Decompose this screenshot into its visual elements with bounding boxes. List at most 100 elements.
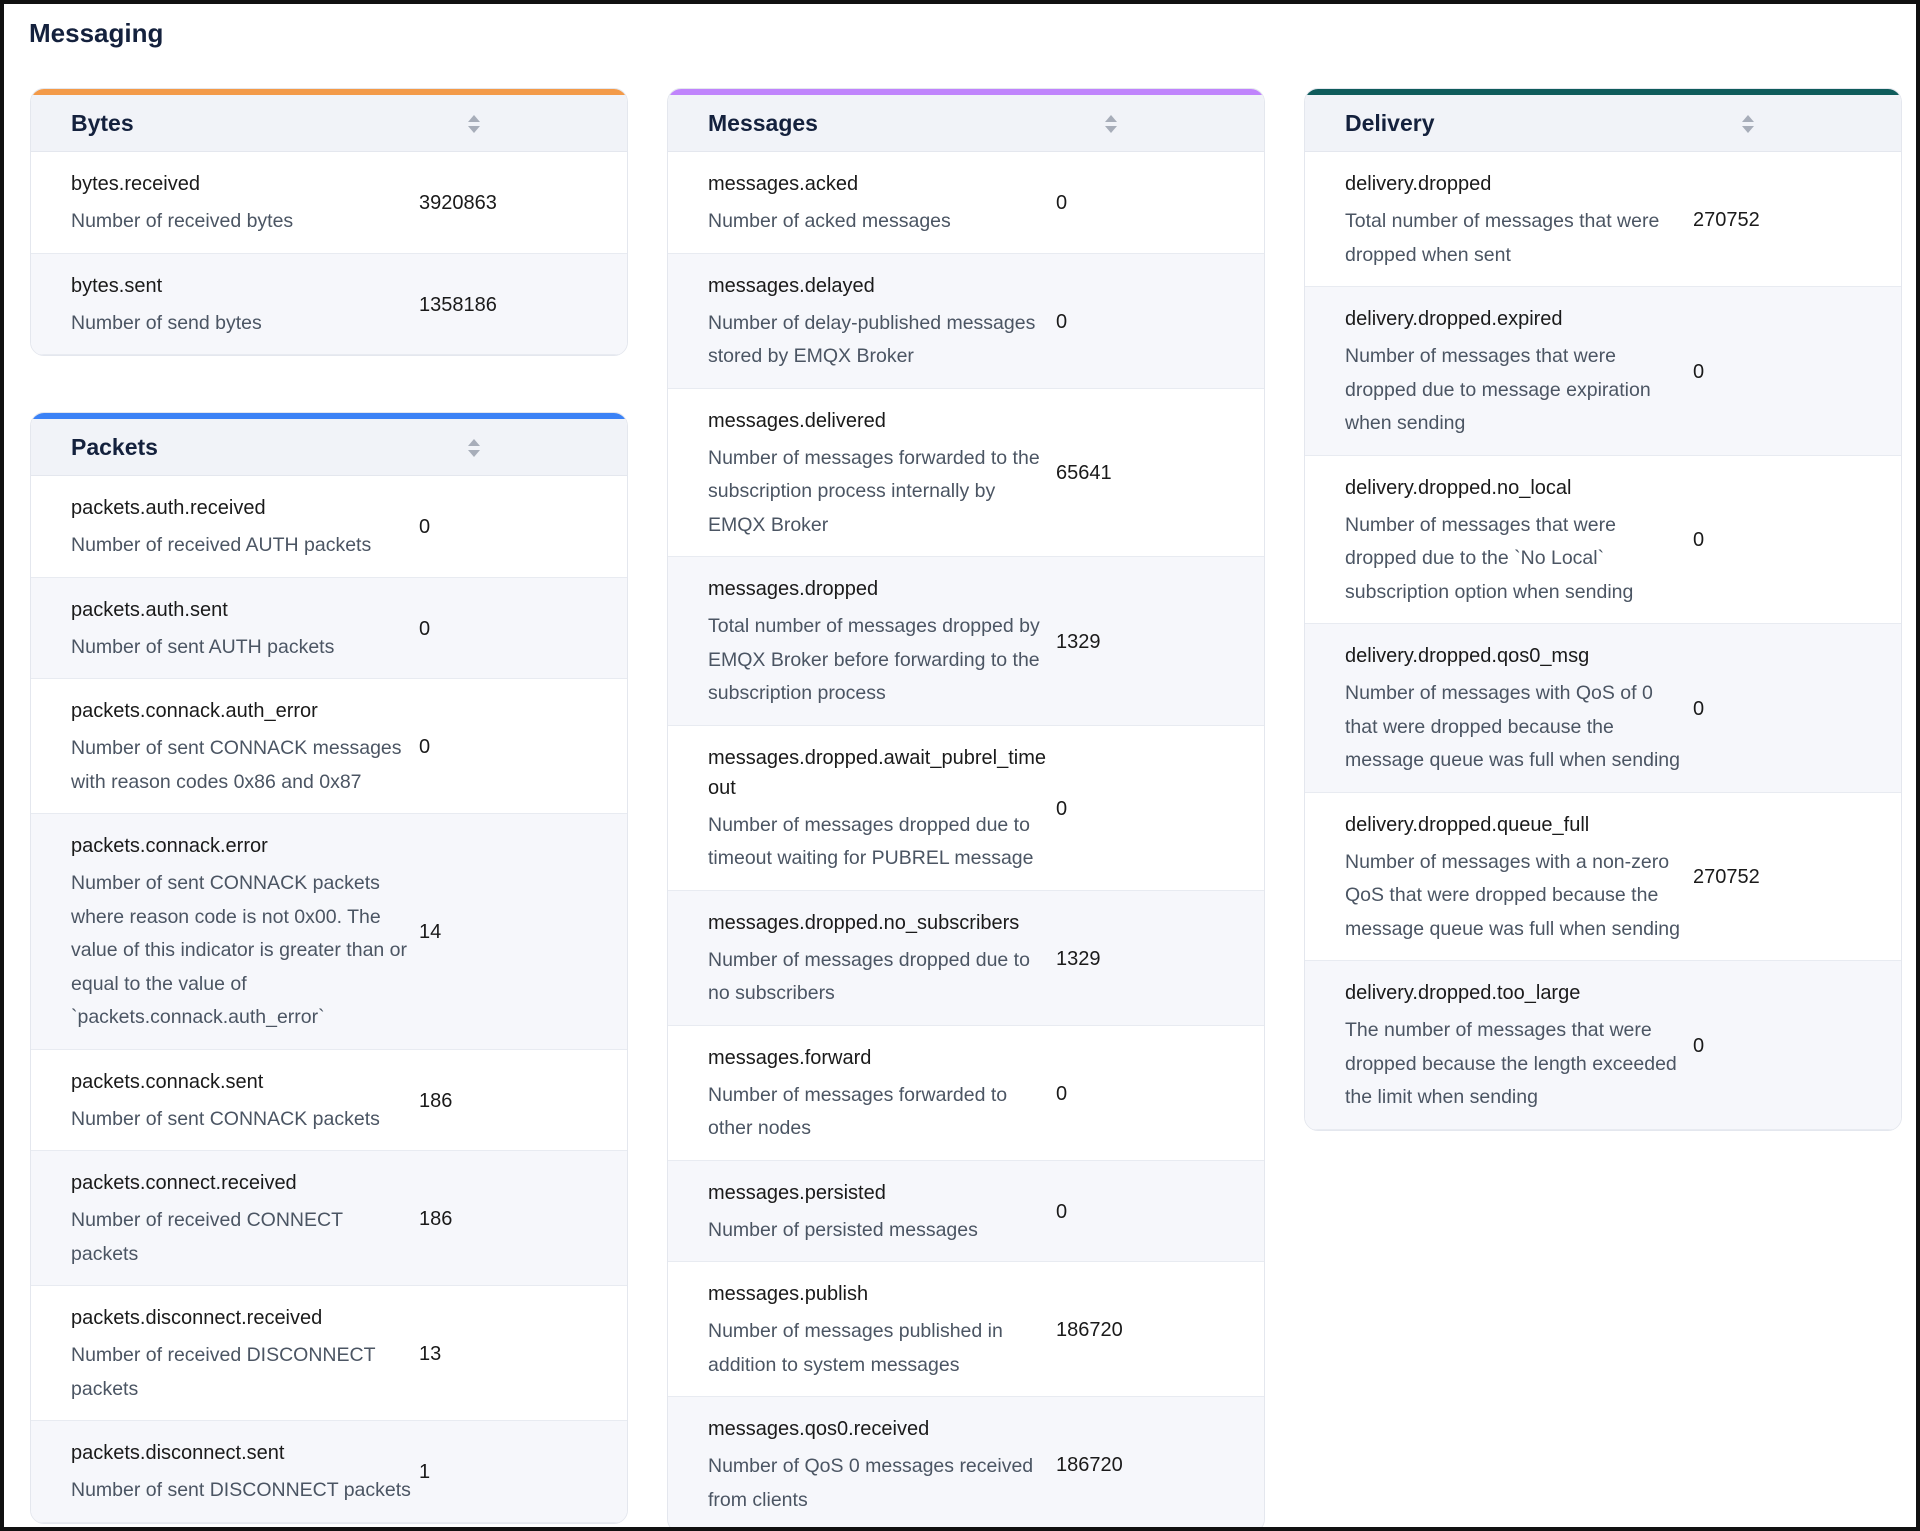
metric-text: packets.connect.received Number of receiv… bbox=[71, 1168, 411, 1271]
table-row: messages.acked Number of acked messages 0 bbox=[668, 152, 1264, 254]
metric-text: delivery.dropped.no_local Number of messa… bbox=[1345, 473, 1685, 610]
metric-name: delivery.dropped.queue_full bbox=[1345, 813, 1590, 836]
metric-text: messages.acked Number of acked messages bbox=[708, 169, 1048, 239]
table-row: messages.qos0.received Number of QoS 0 me… bbox=[668, 1397, 1264, 1527]
table-row: messages.dropped Total number of messages… bbox=[668, 557, 1264, 726]
card-title: Messages bbox=[708, 109, 818, 136]
metric-value: 0 bbox=[1056, 1200, 1068, 1223]
metric-value: 0 bbox=[1693, 360, 1705, 383]
metric-text: messages.delayed Number of delay-publishe… bbox=[708, 271, 1048, 374]
metric-description: Number of messages that were dropped due… bbox=[1345, 513, 1634, 603]
metric-name: packets.connect.received bbox=[71, 1172, 297, 1194]
metric-name: packets.connack.auth_error bbox=[71, 700, 318, 722]
bytes-card: Bytes bytes.received Number of received by… bbox=[30, 88, 628, 356]
metric-description: Number of messages with QoS of 0 that we… bbox=[1345, 682, 1680, 771]
delivery-card: Delivery delivery.dropped Total number of … bbox=[1304, 88, 1902, 1131]
table-row: delivery.dropped.qos0_msg Number of messa… bbox=[1305, 624, 1901, 793]
card-title: Delivery bbox=[1345, 109, 1435, 136]
metric-value: 0 bbox=[1056, 310, 1068, 333]
metric-description: Number of messages that were dropped due… bbox=[1345, 345, 1651, 434]
metric-name: messages.acked bbox=[708, 173, 859, 195]
table-row: packets.connack.error Number of sent CONN… bbox=[31, 814, 627, 1050]
sort-icon[interactable] bbox=[466, 437, 482, 459]
metric-text: packets.disconnect.sent Number of sent DI… bbox=[71, 1438, 411, 1508]
table-header: Delivery bbox=[1305, 95, 1901, 152]
metric-value: 0 bbox=[1693, 1034, 1705, 1057]
table-row: messages.forward Number of messages forwa… bbox=[668, 1026, 1264, 1161]
metric-description: Number of received DISCONNECT packets bbox=[71, 1344, 376, 1400]
metric-value: 0 bbox=[419, 736, 431, 758]
metric-text: packets.connack.error Number of sent CONN… bbox=[71, 831, 411, 1035]
metric-value: 0 bbox=[1693, 697, 1705, 720]
metric-name: packets.connack.error bbox=[71, 835, 268, 857]
metric-description: Number of sent CONNACK packets bbox=[71, 1107, 380, 1130]
metric-value: 0 bbox=[1056, 1082, 1068, 1105]
card-title: Packets bbox=[71, 433, 158, 460]
metric-name: messages.publish bbox=[708, 1283, 869, 1305]
table-row: packets.auth.sent Number of sent AUTH pac… bbox=[31, 577, 627, 679]
sort-icon[interactable] bbox=[466, 113, 482, 135]
metric-description: Number of acked messages bbox=[708, 210, 951, 232]
card-accent-line bbox=[31, 413, 627, 419]
card-accent-line bbox=[668, 89, 1264, 95]
metric-name: messages.delayed bbox=[708, 274, 875, 297]
sort-icon[interactable] bbox=[1103, 113, 1119, 135]
metric-text: messages.delivered Number of messages for… bbox=[708, 406, 1048, 543]
metric-description: Number of messages published in addition… bbox=[708, 1320, 1003, 1376]
table-row: delivery.dropped.expired Number of messag… bbox=[1305, 287, 1901, 456]
metric-text: messages.dropped Total number of messages… bbox=[708, 574, 1048, 711]
messages-card: Messages messages.acked Number of acked me… bbox=[667, 88, 1265, 1527]
metric-text: packets.connack.sent Number of sent CONNA… bbox=[71, 1067, 411, 1137]
table-row: messages.dropped.no_subscribers Number of… bbox=[668, 890, 1264, 1026]
metric-value: 1 bbox=[419, 1461, 431, 1484]
sort-icon[interactable] bbox=[1740, 113, 1756, 135]
metrics-table: bytes.received Number of received bytes 39… bbox=[31, 152, 627, 355]
metric-text: packets.auth.sent Number of sent AUTH pac… bbox=[71, 595, 411, 665]
table-row: messages.delayed Number of delay-publishe… bbox=[668, 253, 1264, 389]
table-row: delivery.dropped Total number of messages… bbox=[1305, 152, 1901, 287]
metric-value: 186 bbox=[419, 1089, 453, 1112]
metric-description: Number of received bytes bbox=[71, 210, 294, 232]
table-header: Packets bbox=[31, 419, 627, 476]
table-row: bytes.sent Number of send bytes 1358186 bbox=[31, 253, 627, 355]
metric-description: Number of sent DISCONNECT packets bbox=[71, 1479, 411, 1501]
metric-description: Number of sent CONNACK messages with rea… bbox=[71, 737, 402, 793]
metric-name: messages.dropped bbox=[708, 578, 879, 600]
metric-name: delivery.dropped bbox=[1345, 173, 1492, 195]
table-row: delivery.dropped.no_local Number of messa… bbox=[1305, 456, 1901, 624]
metric-name: packets.connack.sent bbox=[71, 1070, 264, 1093]
metric-text: bytes.sent Number of send bytes bbox=[71, 271, 411, 341]
metric-description: Number of messages dropped due to timeou… bbox=[708, 813, 1034, 870]
metric-name: messages.dropped.no_subscribers bbox=[708, 911, 1020, 934]
table-row: delivery.dropped.queue_full Number of mes… bbox=[1305, 793, 1901, 961]
metric-text: messages.publish Number of messages publi… bbox=[708, 1279, 1048, 1382]
metric-text: delivery.dropped Total number of messages… bbox=[1345, 169, 1685, 272]
metric-value: 13 bbox=[419, 1343, 442, 1365]
metric-value: 270752 bbox=[1693, 209, 1760, 231]
metrics-table: packets.auth.received Number of received … bbox=[31, 476, 627, 1523]
metric-value: 0 bbox=[1693, 529, 1705, 552]
table-row: bytes.received Number of received bytes 39… bbox=[31, 152, 627, 254]
metric-name: delivery.dropped.qos0_msg bbox=[1345, 645, 1590, 667]
metric-name: packets.auth.sent bbox=[71, 598, 228, 621]
metric-value: 186720 bbox=[1056, 1454, 1123, 1476]
metric-value: 1358186 bbox=[419, 293, 497, 316]
metric-value: 1329 bbox=[1056, 947, 1101, 970]
metric-text: packets.disconnect.received Number of rec… bbox=[71, 1303, 411, 1406]
metric-description: Number of delay-published messages store… bbox=[708, 311, 1036, 368]
metric-value: 0 bbox=[419, 516, 431, 539]
metric-text: messages.forward Number of messages forwa… bbox=[708, 1043, 1048, 1146]
metric-text: messages.dropped.await_pubrel_timeout Num… bbox=[708, 743, 1048, 876]
metric-description: Number of messages forwarded to other no… bbox=[708, 1083, 1008, 1140]
table-row: packets.disconnect.sent Number of sent DI… bbox=[31, 1421, 627, 1523]
metric-description: Number of send bytes bbox=[71, 311, 262, 334]
table-row: packets.connect.received Number of receiv… bbox=[31, 1151, 627, 1286]
metric-name: messages.persisted bbox=[708, 1181, 886, 1204]
page-title: Messaging bbox=[29, 18, 164, 48]
metric-text: delivery.dropped.expired Number of messag… bbox=[1345, 304, 1685, 441]
metric-name: delivery.dropped.too_large bbox=[1345, 982, 1581, 1004]
metric-description: Number of received CONNECT packets bbox=[71, 1209, 343, 1265]
metric-value: 186720 bbox=[1056, 1319, 1123, 1341]
card-accent-line bbox=[31, 89, 627, 95]
